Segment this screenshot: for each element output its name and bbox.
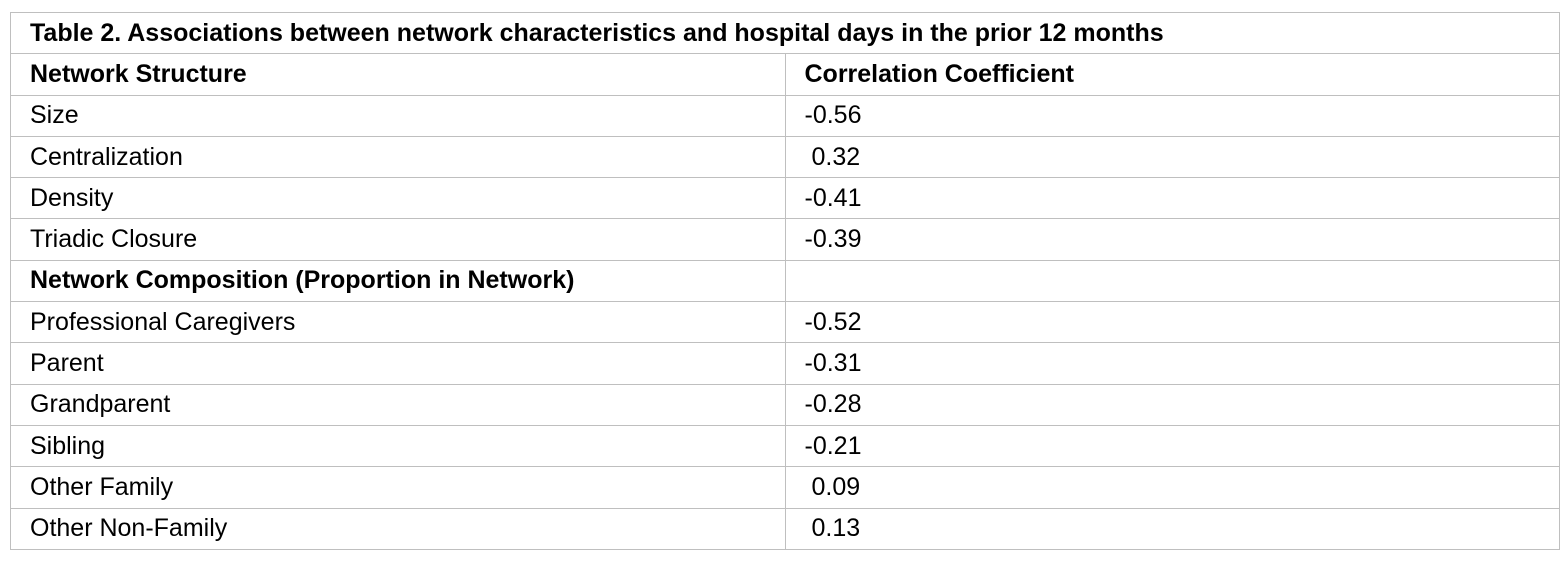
- data-table: Table 2. Associations between network ch…: [10, 11, 1560, 550]
- value-cell: -0.39: [784, 218, 1560, 261]
- label-cell: Triadic Closure: [10, 218, 786, 261]
- label-cell: Density: [10, 177, 786, 220]
- table-row: Network Composition (Proportion in Netwo…: [10, 259, 1560, 303]
- label-cell: Professional Caregivers: [10, 301, 786, 344]
- label-cell: Centralization: [10, 135, 786, 179]
- value-cell: -0.31: [784, 342, 1560, 385]
- value-cell: 0.13: [784, 507, 1560, 550]
- label-cell: Size: [10, 94, 786, 137]
- table-row: Grandparent -0.28: [10, 383, 1560, 426]
- value-cell: 0.32: [784, 135, 1560, 179]
- value-cell: -0.56: [784, 94, 1560, 137]
- header-cell: Correlation Coefficient: [784, 53, 1560, 96]
- label-cell: Network Composition (Proportion in Netwo…: [10, 259, 786, 303]
- table-row: Sibling -0.21: [10, 424, 1560, 468]
- table-row: Triadic Closure -0.39: [10, 218, 1560, 261]
- value-cell: -0.28: [784, 383, 1560, 426]
- header-row: Network Structure Correlation Coefficien…: [10, 53, 1560, 96]
- table-row: Centralization 0.32: [10, 135, 1560, 179]
- title-row: Table 2. Associations between network ch…: [10, 11, 1560, 55]
- table-row: Other Family 0.09: [10, 466, 1560, 509]
- value-cell: -0.41: [784, 177, 1560, 220]
- table-row: Parent -0.31: [10, 342, 1560, 385]
- empty-cell: [784, 259, 1560, 303]
- table-row: Size -0.56: [10, 94, 1560, 137]
- value-cell: -0.21: [784, 424, 1560, 468]
- label-cell: Sibling: [10, 424, 786, 468]
- label-cell: Grandparent: [10, 383, 786, 426]
- table-body: Table 2. Associations between network ch…: [10, 11, 1560, 550]
- label-cell: Other Family: [10, 466, 786, 509]
- label-cell: Other Non-Family: [10, 507, 786, 550]
- table-title: Table 2. Associations between network ch…: [10, 11, 1560, 55]
- table-row: Other Non-Family 0.13: [10, 507, 1560, 550]
- table-row: Professional Caregivers -0.52: [10, 301, 1560, 344]
- label-cell: Parent: [10, 342, 786, 385]
- header-cell: Network Structure: [10, 53, 786, 96]
- value-cell: -0.52: [784, 301, 1560, 344]
- table-row: Density -0.41: [10, 177, 1560, 220]
- value-cell: 0.09: [784, 466, 1560, 509]
